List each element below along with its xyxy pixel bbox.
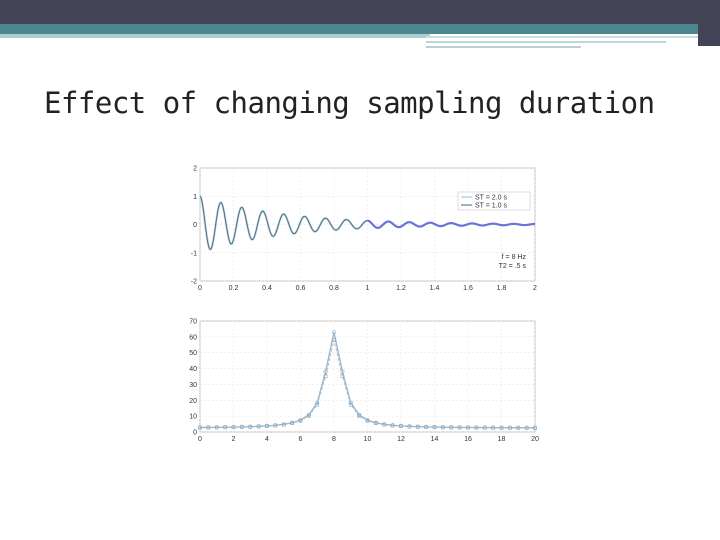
- x-tick-label: 0.2: [229, 285, 239, 292]
- x-tick-label: 8: [332, 436, 336, 443]
- teal-stripe: [0, 24, 698, 34]
- data-point: [307, 414, 311, 418]
- data-point: [424, 425, 428, 429]
- top-bar-corner: [698, 0, 720, 46]
- series-line-st1: [199, 195, 368, 250]
- data-point: [348, 400, 353, 405]
- data-point: [265, 424, 269, 428]
- data-point: [499, 425, 504, 430]
- x-tick-label: 14: [431, 436, 439, 443]
- y-tick-label: 70: [189, 319, 197, 326]
- x-tick-label: 1.4: [430, 285, 440, 292]
- x-tick-label: 18: [498, 436, 506, 443]
- slide-title: Effect of changing sampling duration: [44, 86, 655, 120]
- data-point: [340, 369, 345, 374]
- data-point: [516, 425, 521, 430]
- data-point: [457, 425, 462, 430]
- legend-label: ST = 1.0 s: [475, 203, 507, 210]
- y-tick-label: 20: [189, 398, 197, 405]
- data-point: [365, 418, 370, 423]
- data-point: [407, 424, 412, 429]
- data-point: [508, 425, 512, 430]
- x-tick-label: 1: [366, 285, 370, 292]
- data-point: [290, 421, 294, 426]
- x-tick-label: 2: [533, 285, 537, 292]
- y-tick-label: 60: [189, 334, 197, 341]
- data-point: [374, 421, 378, 426]
- annotation-text: f = 8 Hz: [502, 254, 527, 261]
- data-point: [340, 374, 345, 378]
- data-point: [248, 424, 253, 429]
- y-tick-label: 0: [193, 222, 197, 229]
- data-point: [449, 425, 454, 430]
- data-point: [315, 402, 320, 407]
- light-stripe: [426, 36, 698, 38]
- y-tick-label: 0: [193, 430, 197, 437]
- spectrum-line-st1: [199, 339, 536, 429]
- data-point: [315, 400, 320, 405]
- x-tick-label: 4: [265, 436, 269, 443]
- y-tick-label: 40: [189, 366, 197, 373]
- y-tick-label: 30: [189, 382, 197, 389]
- data-point: [382, 422, 387, 427]
- x-tick-label: 1.8: [497, 285, 507, 292]
- legend-label: ST = 2.0 s: [475, 195, 507, 202]
- y-tick-label: 10: [189, 414, 197, 421]
- x-tick-label: 12: [397, 436, 405, 443]
- data-point: [432, 425, 437, 429]
- light-stripe: [426, 46, 581, 48]
- y-tick-label: 2: [193, 166, 197, 173]
- data-point: [466, 425, 470, 430]
- data-point: [332, 338, 336, 342]
- data-point: [273, 423, 278, 428]
- data-point: [331, 329, 337, 335]
- data-point: [357, 414, 361, 418]
- x-tick-label: 16: [464, 436, 472, 443]
- x-tick-label: 6: [299, 436, 303, 443]
- x-tick-label: 2: [232, 436, 236, 443]
- y-tick-label: -2: [191, 279, 197, 286]
- y-tick-label: 50: [189, 350, 197, 357]
- data-point: [223, 425, 227, 430]
- y-tick-label: -1: [191, 250, 197, 257]
- data-point: [390, 423, 395, 428]
- x-tick-label: 0: [198, 436, 202, 443]
- y-tick-label: 1: [193, 194, 197, 201]
- data-point: [298, 418, 303, 423]
- data-point: [533, 426, 537, 430]
- x-tick-label: 10: [364, 436, 372, 443]
- data-point: [231, 425, 236, 429]
- data-point: [415, 424, 420, 429]
- data-point: [214, 425, 219, 430]
- x-tick-label: 0.8: [329, 285, 339, 292]
- data-point: [281, 422, 286, 427]
- top-bar: [0, 0, 720, 24]
- data-point: [474, 425, 479, 430]
- data-point: [240, 425, 244, 429]
- annotation-text: T2 = .5 s: [499, 263, 527, 270]
- data-point: [206, 425, 211, 430]
- data-point: [198, 425, 202, 430]
- data-point: [256, 424, 261, 429]
- series-line-st2-tail: [367, 219, 536, 229]
- data-point: [348, 402, 353, 407]
- x-tick-label: 0: [198, 285, 202, 292]
- data-point: [323, 369, 328, 374]
- data-point: [491, 425, 495, 430]
- data-point: [399, 424, 403, 428]
- data-point: [323, 374, 328, 378]
- data-point: [441, 425, 445, 430]
- x-tick-label: 20: [531, 436, 539, 443]
- data-point: [524, 425, 529, 430]
- x-tick-label: 0.4: [262, 285, 272, 292]
- legend-box: [457, 191, 531, 211]
- light-stripe: [0, 34, 430, 38]
- light-stripe: [426, 41, 666, 43]
- x-tick-label: 1.2: [396, 285, 406, 292]
- x-tick-label: 0.6: [296, 285, 306, 292]
- x-tick-label: 1.6: [463, 285, 473, 292]
- data-point: [482, 425, 487, 430]
